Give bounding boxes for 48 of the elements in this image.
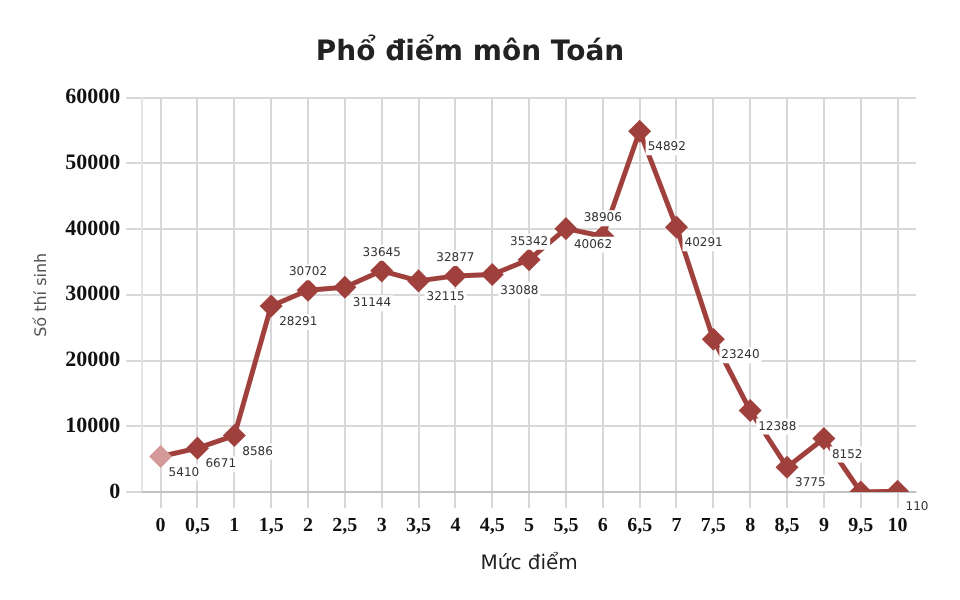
- point: [702, 328, 724, 350]
- x-tick-label: 0,5: [184, 515, 210, 538]
- x-tick-label: 9,5: [848, 515, 874, 538]
- x-tick-label: 5,5: [553, 515, 579, 538]
- x-tick-label: 5: [524, 515, 535, 538]
- point: [776, 456, 798, 478]
- x-tick-label: 7: [671, 515, 682, 538]
- x-tick-label: 1: [229, 515, 240, 538]
- point: [371, 260, 393, 282]
- x-tick-label: 2: [303, 515, 314, 538]
- point: [518, 249, 540, 271]
- point: [223, 425, 245, 447]
- x-tick-label: 8: [745, 515, 756, 538]
- point: [665, 216, 687, 238]
- point: [444, 265, 466, 287]
- x-tick-label: 4,5: [479, 515, 505, 538]
- x-tick-label: 10: [887, 515, 908, 538]
- point: [481, 264, 503, 285]
- x-tick-label: 6,5: [627, 515, 653, 538]
- point: [555, 218, 577, 240]
- point: [297, 279, 319, 301]
- y-tick-label: 30000: [65, 282, 122, 307]
- point: [813, 427, 835, 449]
- x-axis-title: Mức điểm: [480, 551, 578, 576]
- point: [739, 400, 761, 422]
- x-tick-label: 3: [376, 515, 387, 538]
- y-tick-label: 60000: [65, 85, 122, 110]
- x-tick-label: 6: [597, 515, 608, 538]
- point: [260, 295, 282, 317]
- y-tick-label: 50000: [65, 151, 122, 176]
- point: [408, 270, 430, 292]
- point: [186, 437, 208, 459]
- point: [629, 120, 651, 142]
- x-tick-label: 7,5: [700, 515, 726, 538]
- x-tick-label: 2,5: [332, 515, 358, 538]
- point: [334, 276, 356, 298]
- y-tick-label: 20000: [65, 348, 122, 373]
- y-tick-label: 0: [109, 479, 122, 504]
- y-axis-title: Số thí sinh: [31, 252, 50, 337]
- x-tick-label: 8,5: [774, 515, 800, 538]
- x-tick-label: 1,5: [258, 515, 284, 538]
- y-tick-label: 10000: [65, 413, 122, 438]
- x-tick-label: 9: [818, 515, 829, 538]
- chart-title: Phổ điểm môn Toán: [315, 34, 625, 69]
- x-tick-label: 0: [155, 515, 166, 538]
- x-tick-label: 3,5: [406, 515, 432, 538]
- y-tick-label: 40000: [65, 216, 122, 241]
- x-tick-label: 4: [450, 515, 461, 538]
